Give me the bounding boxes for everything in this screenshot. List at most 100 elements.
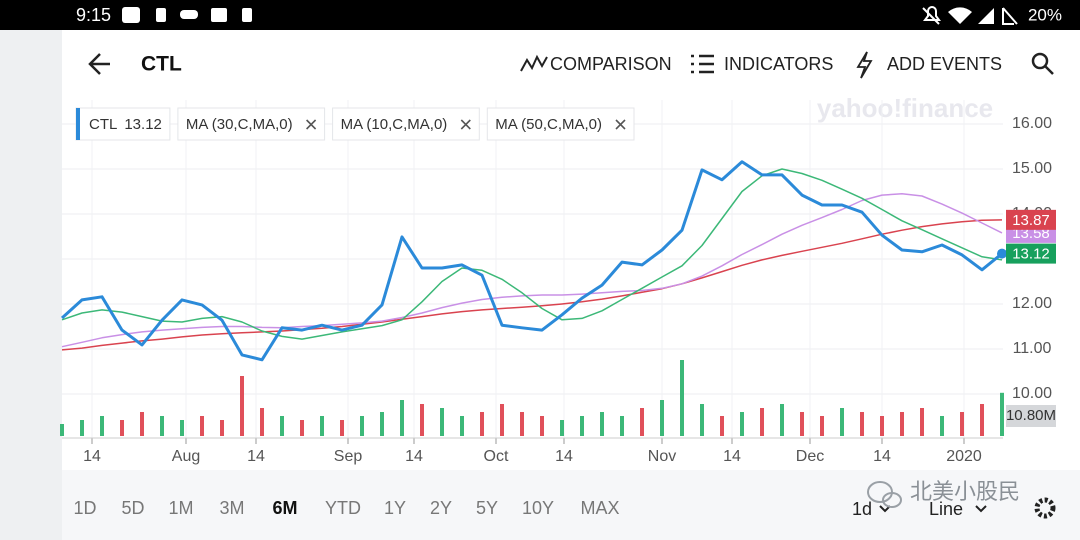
status-battery: 20% — [1028, 5, 1062, 24]
volume-bar — [300, 420, 304, 436]
range-button[interactable]: 2Y — [430, 498, 452, 518]
volume-bar — [900, 412, 904, 436]
volume-bar — [120, 420, 124, 436]
volume-bar — [80, 420, 84, 436]
x-tick-label: Nov — [648, 448, 676, 465]
range-button[interactable]: 1Y — [384, 498, 406, 518]
plot: 10.0011.0012.0013.0014.0015.0016.0014Aug… — [60, 100, 1056, 465]
action-button[interactable]: INDICATORS — [724, 54, 833, 74]
y-tick-label: 15.00 — [1012, 160, 1052, 177]
chip-close[interactable] — [460, 119, 471, 130]
volume-bar — [500, 404, 504, 436]
volume-tag-label: 10.80M — [1006, 407, 1056, 424]
price-line — [61, 219, 1003, 351]
bottom-controls: 1D 5D 1M 3M 6M YTD 1Y 2Y 5Y 10Y MAX 1d Line — [73, 497, 1056, 519]
volume-bar — [660, 400, 664, 436]
back-button[interactable] — [88, 53, 110, 75]
x-tick-label: Sep — [334, 448, 363, 465]
x-tick-label: 2020 — [946, 448, 982, 465]
action-button[interactable]: COMPARISON — [550, 54, 672, 74]
status-time: 9:15 — [76, 5, 111, 25]
volume-bar — [720, 416, 724, 436]
volume-bar — [340, 420, 344, 436]
volume-bar — [880, 416, 884, 436]
legend: CTL 13.12 MA (30,C,MA,0) MA (10,C,MA,0) MA (… — [75, 107, 635, 141]
volume-bar — [100, 416, 104, 436]
chip-close[interactable] — [306, 119, 317, 130]
volume-bar — [700, 404, 704, 436]
volume-bar — [160, 416, 164, 436]
legend-label: MA (30,C,MA,0) — [186, 116, 293, 133]
legend-label: CTL — [89, 116, 117, 133]
price-line — [60, 160, 1003, 362]
price-tag-label: 13.87 — [1012, 212, 1050, 229]
volume-bar — [480, 412, 484, 436]
chip-background — [332, 107, 480, 141]
range-bar — [62, 470, 1080, 540]
volume-bar — [800, 412, 804, 436]
legend-chip[interactable]: MA (50,C,MA,0) — [486, 107, 635, 141]
volume-bar — [580, 416, 584, 436]
volume-bar — [200, 416, 204, 436]
legend-chip[interactable]: MA (30,C,MA,0) — [177, 107, 326, 141]
legend-chip[interactable]: CTL 13.12 — [75, 107, 171, 141]
volume-bar — [440, 408, 444, 436]
events-icon — [856, 51, 873, 79]
volume-bar — [140, 412, 144, 436]
x-tick-label: 14 — [405, 448, 423, 465]
range-button[interactable]: MAX — [580, 498, 619, 518]
volume-bar — [960, 412, 964, 436]
chip-accent — [76, 108, 80, 140]
overlay-watermark: 北美小股民 — [910, 479, 1020, 504]
volume-bar — [980, 404, 984, 436]
chip-background — [75, 107, 171, 141]
range-button[interactable]: 5Y — [476, 498, 498, 518]
legend-label: MA (50,C,MA,0) — [495, 116, 602, 133]
range-button[interactable]: 6M — [272, 498, 297, 518]
x-tick-label: Dec — [796, 448, 824, 465]
header-title: CTL — [141, 53, 182, 76]
volume-bar — [60, 424, 64, 436]
volume-bar — [420, 404, 424, 436]
x-tick-label: Oct — [484, 448, 509, 465]
action-button[interactable]: ADD EVENTS — [887, 54, 1002, 74]
volume-bar — [180, 420, 184, 436]
volume-bar — [360, 416, 364, 436]
y-tick-label: 10.00 — [1012, 385, 1052, 402]
price-line — [61, 193, 1003, 348]
x-tick-label: 14 — [555, 448, 573, 465]
range-button[interactable]: 1D — [73, 498, 96, 518]
x-tick-label: Aug — [172, 448, 200, 465]
volume-bar — [240, 376, 244, 436]
style-select[interactable]: Line — [929, 499, 963, 519]
volume-bar — [740, 412, 744, 436]
chip-background — [486, 107, 635, 141]
volume-bar — [560, 420, 564, 436]
x-tick-label: 14 — [723, 448, 741, 465]
range-button[interactable]: YTD — [325, 498, 361, 518]
volume-bar — [540, 416, 544, 436]
range-button[interactable]: 10Y — [522, 498, 554, 518]
y-tick-label: 12.00 — [1012, 295, 1052, 312]
dropdown-chevron — [879, 505, 891, 513]
last-point — [997, 248, 1007, 259]
interval-select[interactable]: 1d — [852, 499, 872, 519]
range-button[interactable]: 3M — [219, 498, 244, 518]
indicators-icon — [691, 54, 714, 74]
volume-bar — [860, 412, 864, 436]
range-button[interactable]: 1M — [168, 498, 193, 518]
volume-bar — [380, 412, 384, 436]
volume-bar — [280, 416, 284, 436]
settings-button[interactable] — [1034, 497, 1056, 519]
range-button[interactable]: 5D — [121, 498, 144, 518]
legend-chip[interactable]: MA (10,C,MA,0) — [332, 107, 480, 141]
volume-bar — [940, 416, 944, 436]
volume-bar — [840, 408, 844, 436]
volume-bar — [620, 416, 624, 436]
search-button[interactable] — [1031, 52, 1054, 75]
chip-close[interactable] — [615, 119, 626, 130]
volume-bar — [780, 404, 784, 436]
price-tag — [1006, 243, 1056, 264]
volume-bar — [260, 408, 264, 436]
